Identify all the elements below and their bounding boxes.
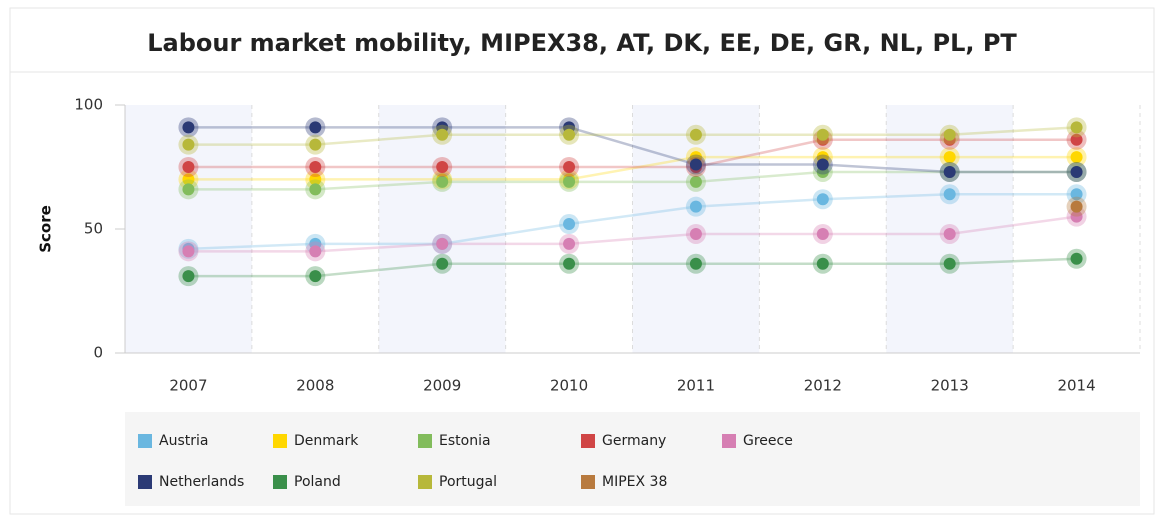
legend-label: MIPEX 38 (602, 474, 667, 490)
legend-swatch (138, 475, 152, 489)
point (816, 193, 829, 206)
point (563, 257, 576, 270)
legend-label: Austria (159, 433, 208, 449)
point (563, 218, 576, 231)
point (1070, 252, 1083, 265)
x-tick-label: 2012 (804, 377, 842, 395)
legend-swatch (581, 434, 595, 448)
legend-swatch (273, 475, 287, 489)
point (1070, 210, 1083, 223)
legend-swatch (273, 434, 287, 448)
legend-label: Denmark (294, 433, 359, 449)
point (943, 188, 956, 201)
point (309, 161, 322, 173)
series-line (188, 170, 1077, 191)
point (309, 270, 322, 283)
x-tick-label: 2010 (550, 377, 588, 395)
legend-label: Portugal (439, 474, 497, 490)
point (563, 161, 576, 173)
y-tick-label: 0 (93, 344, 103, 362)
point (182, 270, 195, 283)
point (689, 158, 702, 171)
point (563, 175, 576, 188)
legend-box (125, 412, 1140, 506)
point (689, 257, 702, 270)
point (563, 237, 576, 250)
point (436, 161, 449, 173)
x-tick-label: 2014 (1057, 377, 1095, 395)
point (182, 183, 195, 196)
legend-swatch (418, 434, 432, 448)
point (943, 257, 956, 270)
point (309, 183, 322, 196)
point (436, 175, 449, 188)
point (436, 128, 449, 141)
plot-band (1013, 105, 1140, 353)
series-line (188, 126, 1077, 174)
legend-swatch (581, 475, 595, 489)
series-line (188, 257, 1077, 278)
point (816, 128, 829, 141)
legend-swatch (418, 475, 432, 489)
point (816, 257, 829, 270)
y-tick-label: 100 (74, 96, 103, 114)
point (816, 158, 829, 171)
point (182, 138, 195, 151)
point (182, 161, 195, 173)
legend-label: Greece (743, 433, 793, 449)
point (182, 245, 195, 258)
point (943, 227, 956, 240)
point (1070, 165, 1083, 178)
point (1070, 200, 1083, 213)
point (689, 227, 702, 240)
x-tick-label: 2011 (677, 377, 715, 395)
x-tick-label: 2009 (423, 377, 461, 395)
point (1070, 133, 1083, 146)
point (689, 175, 702, 188)
x-tick-label: 2007 (169, 377, 207, 395)
point (689, 200, 702, 213)
legend-swatch (138, 434, 152, 448)
point (689, 128, 702, 141)
point (436, 237, 449, 250)
point (1070, 151, 1083, 164)
point (943, 128, 956, 141)
point (1070, 188, 1083, 201)
point (816, 227, 829, 240)
series-line (188, 126, 1077, 146)
series-line (188, 138, 1077, 169)
series-line (188, 193, 1077, 251)
legend-label: Poland (294, 474, 341, 490)
x-tick-label: 2013 (931, 377, 969, 395)
series-line (188, 155, 1077, 181)
point (436, 257, 449, 270)
point (309, 173, 322, 186)
x-tick-label: 2008 (296, 377, 334, 395)
legend-swatch (722, 434, 736, 448)
point (182, 173, 195, 186)
legend-label: Germany (602, 433, 666, 449)
point (1070, 121, 1083, 134)
y-tick-label: 50 (84, 220, 103, 238)
point (943, 165, 956, 178)
point (563, 128, 576, 141)
legend-label: Netherlands (159, 474, 244, 490)
legend-label: Estonia (439, 433, 491, 449)
point (309, 245, 322, 258)
y-axis-label: Score (37, 205, 55, 253)
chart-title: Labour market mobility, MIPEX38, AT, DK,… (147, 29, 1017, 57)
plot-band (378, 105, 506, 353)
series-line (188, 215, 1077, 253)
point (309, 121, 322, 134)
point (309, 138, 322, 151)
point (182, 121, 195, 134)
point (943, 151, 956, 164)
